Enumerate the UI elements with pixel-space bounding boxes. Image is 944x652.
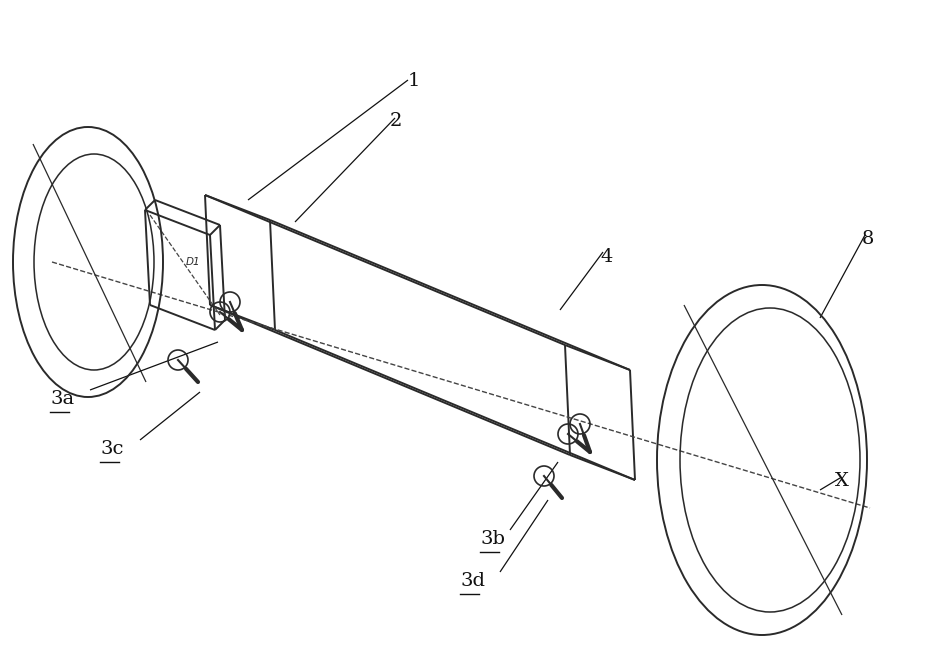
Text: 4: 4: [599, 248, 612, 266]
Text: 3d: 3d: [460, 572, 484, 590]
Text: X: X: [834, 472, 848, 490]
Text: 3c: 3c: [100, 440, 124, 458]
Text: 3a: 3a: [50, 390, 74, 408]
Text: 8: 8: [861, 230, 873, 248]
Text: 1: 1: [408, 72, 420, 90]
Text: 3b: 3b: [480, 530, 504, 548]
Text: 2: 2: [390, 112, 402, 130]
Text: D1: D1: [185, 257, 200, 267]
